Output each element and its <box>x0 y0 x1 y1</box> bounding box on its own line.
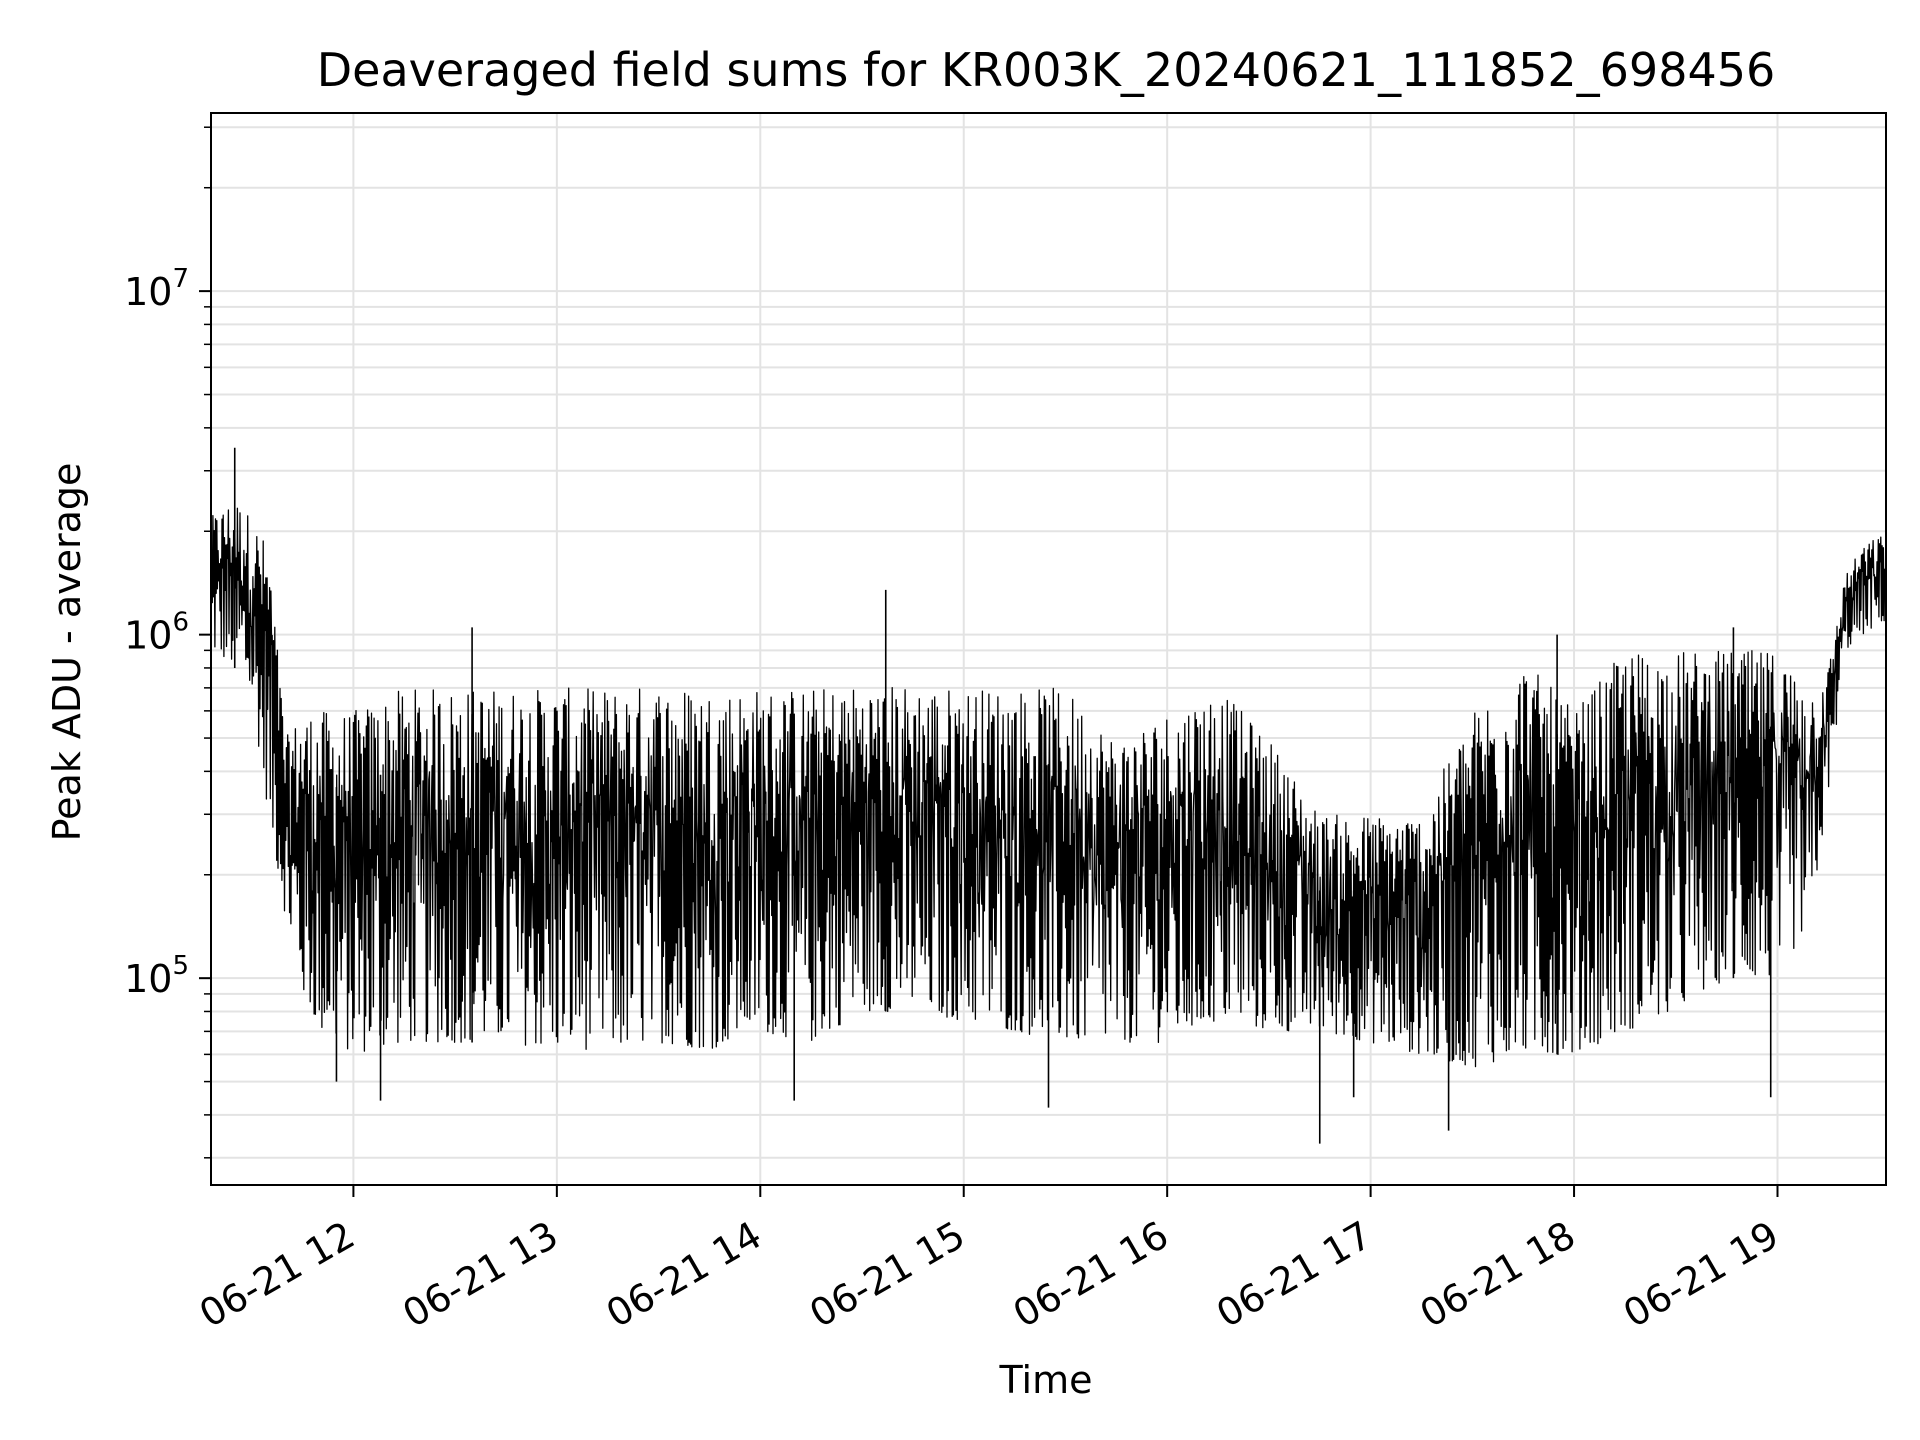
plot-frame <box>210 112 1887 1186</box>
y-tick-label: 107 <box>124 264 189 314</box>
y-axis-label: Peak ADU - average <box>45 463 89 842</box>
x-axis-label: Time <box>999 1358 1093 1402</box>
y-ticks: 105 106 107 <box>124 126 211 1159</box>
y-tick-label: 105 <box>124 951 189 1001</box>
chart-title: Deaveraged field sums for KR003K_2024062… <box>317 43 1776 97</box>
y-tick-label: 106 <box>124 608 189 658</box>
